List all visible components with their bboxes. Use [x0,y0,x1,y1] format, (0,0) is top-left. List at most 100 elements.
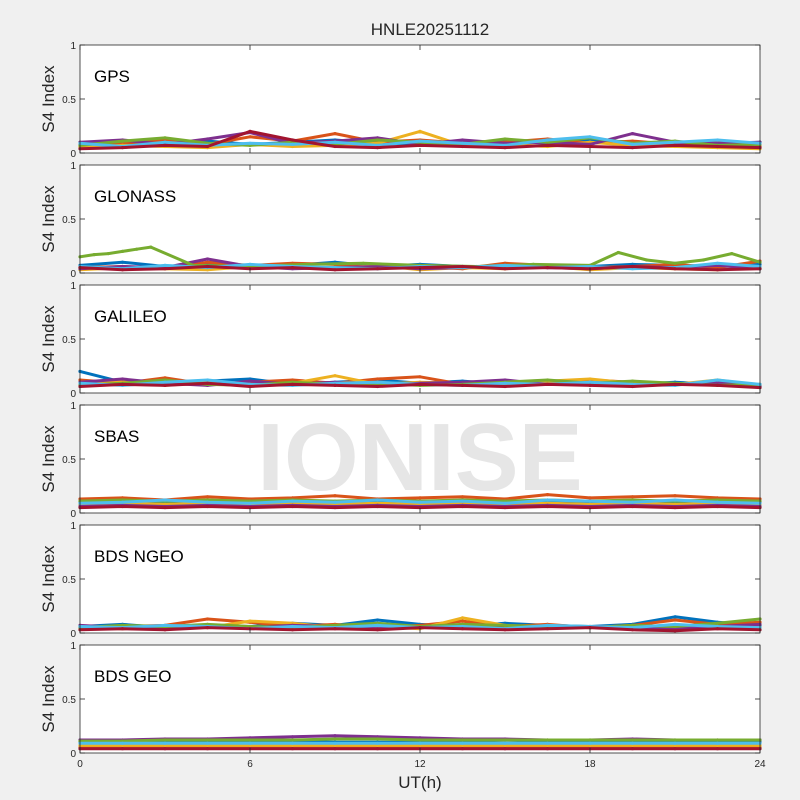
data-point-gps-6-1 [120,146,125,150]
y-tick-label-gps-1: 0.5 [62,95,76,106]
data-point-sbas-6-3 [205,504,210,509]
y-tick-label-glonass-2: 1 [70,161,76,172]
data-point-bds-geo-4-7 [375,737,380,741]
data-point-glonass-6-6 [333,268,337,272]
data-point-galileo-5-3 [205,378,210,382]
data-point-galileo-6-9 [460,383,465,387]
data-point-bds-ngeo-6-2 [163,628,167,632]
data-point-sbas-1-11 [545,493,550,497]
data-point-galileo-6-14 [673,382,677,386]
data-point-bds-geo-4-13 [630,738,635,742]
data-point-sbas-5-9 [460,499,465,503]
y-tick-label-gps-2: 1 [70,41,76,52]
data-point-bds-ngeo-6-14 [673,629,677,633]
panel-name-glonass: GLONASS [94,187,176,206]
data-point-bds-geo-5-14 [673,741,677,745]
data-point-bds-ngeo-6-10 [503,628,507,632]
figure-title: HNLE20251112 [371,20,489,39]
data-point-bds-ngeo-6-13 [630,628,635,632]
data-point-glonass-3-3 [205,257,210,261]
data-point-gps-5-4 [248,141,252,145]
x-tick-label-1: 6 [247,759,253,770]
y-tick-label-galileo-0: 0 [70,389,76,400]
data-point-glonass-4-9 [361,261,365,265]
data-point-glonass-4-5 [149,245,153,249]
data-point-galileo-3-4 [248,379,252,383]
y-axis-label-bds-ngeo: S4 Index [39,545,58,613]
data-point-bds-geo-6-10 [503,747,507,751]
series-line-glonass-4 [78,245,762,268]
data-point-bds-geo-5-7 [375,741,380,745]
data-point-galileo-6-5 [290,382,295,386]
data-point-galileo-4-11 [545,378,550,382]
data-point-sbas-6-2 [163,506,167,510]
y-tick-label-bds-geo-1: 0.5 [62,695,76,706]
data-point-bds-ngeo-5-14 [673,622,677,627]
data-point-bds-ngeo-2-9 [460,616,465,620]
data-point-gps-6-8 [418,143,422,147]
data-point-gps-6-11 [545,143,550,147]
data-point-galileo-4-13 [630,379,635,383]
data-point-galileo-6-4 [248,384,252,389]
data-point-glonass-0-1 [120,260,125,264]
data-point-bds-geo-5-10 [503,741,507,745]
x-tick-label-2: 12 [414,759,426,770]
data-point-bds-ngeo-6-12 [588,626,592,630]
data-point-gps-5-13 [630,142,635,146]
data-point-glonass-4-8 [305,262,309,266]
data-point-glonass-4-1 [92,253,96,257]
data-point-galileo-6-13 [630,384,635,389]
data-point-sbas-5-1 [120,500,125,504]
data-point-glonass-6-11 [545,266,550,270]
data-point-bds-ngeo-1-3 [205,617,210,621]
data-point-bds-ngeo-0-7 [375,618,380,622]
data-point-gps-5-5 [290,142,295,146]
data-point-bds-geo-6-5 [290,747,295,751]
data-point-galileo-6-7 [375,384,380,389]
data-point-bds-geo-5-11 [545,741,550,745]
data-point-galileo-6-15 [715,383,720,387]
data-point-bds-ngeo-5-2 [163,623,167,628]
data-point-bds-geo-4-2 [163,738,167,742]
data-point-bds-geo-4-14 [673,738,677,742]
data-point-bds-geo-5-15 [715,741,720,745]
data-point-bds-ngeo-2-4 [248,619,252,623]
data-point-gps-6-6 [333,144,337,149]
plot-area-bds-ngeo [80,525,760,633]
data-point-gps-4-10 [503,137,507,141]
data-point-bds-geo-5-6 [333,741,337,745]
data-point-glonass-6-7 [375,267,380,271]
data-point-sbas-6-5 [290,504,295,509]
data-point-bds-geo-5-2 [163,741,167,745]
data-point-bds-geo-4-12 [588,738,592,742]
data-point-gps-4-7 [375,138,380,142]
data-point-gps-6-13 [630,146,635,150]
data-point-bds-geo-5-3 [205,741,210,745]
data-point-sbas-5-13 [630,500,635,504]
data-point-sbas-6-1 [120,504,125,509]
data-point-galileo-5-2 [163,380,167,384]
data-point-sbas-1-9 [460,495,465,499]
data-point-sbas-1-14 [673,494,677,498]
data-point-gps-6-9 [460,144,465,149]
plot-area-glonass [80,165,760,273]
data-point-bds-geo-4-10 [503,738,507,742]
data-point-bds-geo-6-13 [630,747,635,751]
data-point-bds-ngeo-6-8 [418,626,422,630]
data-point-bds-ngeo-5-11 [545,623,550,628]
panel-glonass: 0 0.5 1 GLONASS S4 Index [39,161,762,280]
data-point-bds-geo-6-14 [673,747,677,751]
data-point-bds-ngeo-5-5 [290,624,295,629]
data-point-bds-geo-4-4 [248,738,252,742]
data-point-sbas-1-12 [588,496,592,500]
data-point-gps-4-2 [163,136,167,140]
data-point-glonass-6-3 [205,264,210,269]
data-point-bds-ngeo-6-1 [120,627,125,631]
panel-name-bds-geo: BDS GEO [94,667,171,686]
data-point-glonass-6-15 [715,268,720,272]
data-point-sbas-5-5 [290,499,295,503]
data-point-bds-geo-6-9 [460,747,465,751]
data-point-gps-6-12 [588,144,592,149]
y-tick-label-sbas-0: 0 [70,509,76,520]
